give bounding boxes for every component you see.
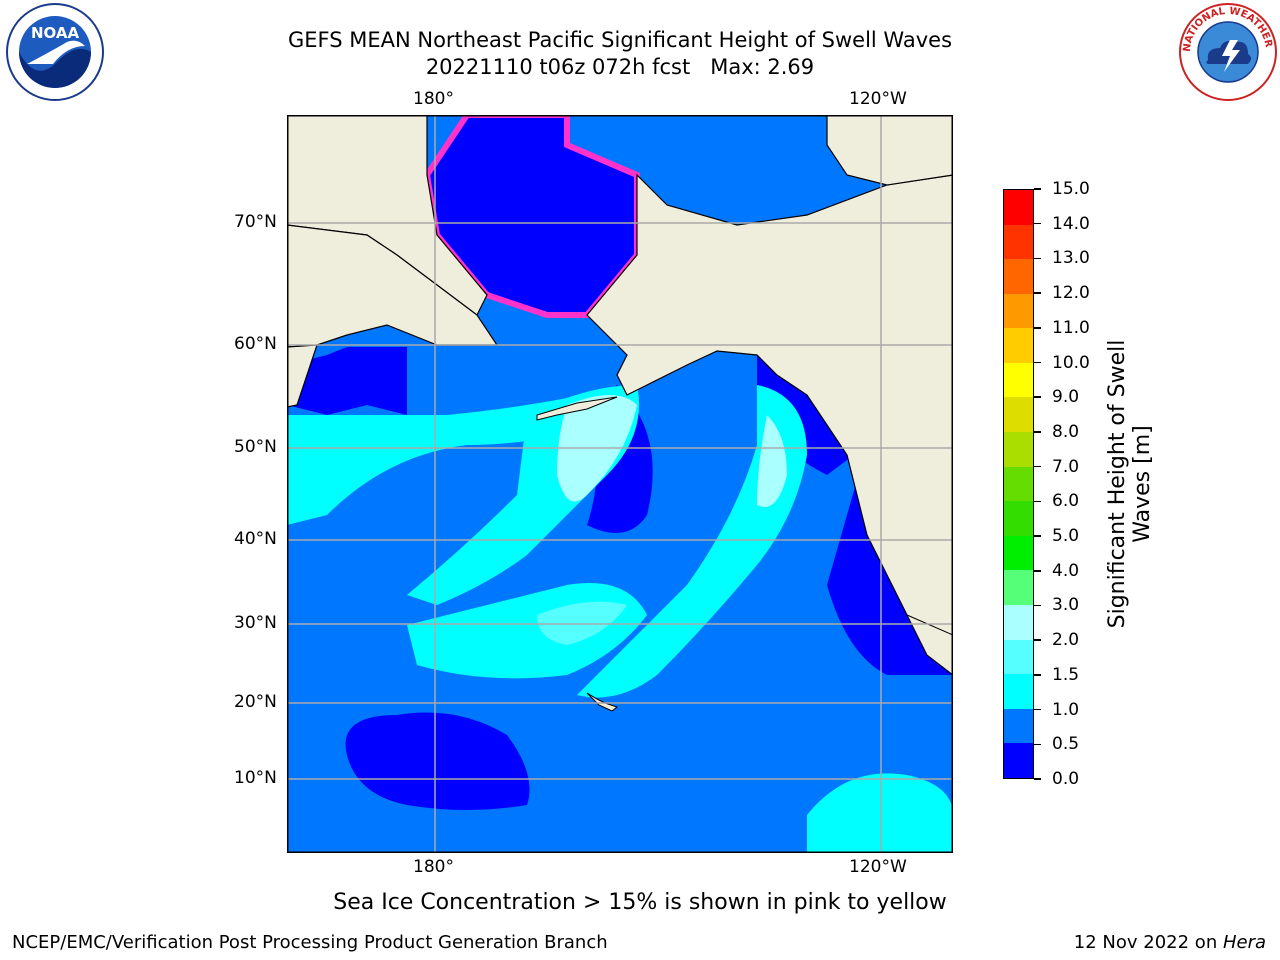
colorbar-tick-label: 12.0: [1052, 283, 1090, 304]
lat-label-20n: 20°N: [234, 692, 277, 712]
colorbar-tick: [1034, 361, 1041, 364]
lat-label-60n: 60°N: [234, 334, 277, 354]
colorbar-cell: [1004, 259, 1033, 294]
colorbar-tick: [1034, 188, 1041, 190]
colorbar-tick: [1034, 674, 1041, 676]
map-title: GEFS MEAN Northeast Pacific Significant …: [287, 28, 953, 52]
colorbar-tick: [1034, 639, 1041, 641]
colorbar-cell: [1004, 362, 1033, 398]
colorbar-tick-label: 9.0: [1052, 387, 1080, 408]
colorbar-tick-label: 0.5: [1052, 734, 1080, 755]
colorbar-cell: [1004, 328, 1033, 363]
colorbar-tick: [1034, 604, 1041, 607]
high-swell-band-east: [577, 385, 807, 698]
land-aleutian-peninsula: [536, 396, 618, 421]
footer-credit: NCEP/EMC/Verification Post Processing Pr…: [12, 932, 608, 953]
footer-date: 12 Nov 2022 on Hera: [1074, 932, 1266, 953]
map-subtitle: 20221110 t06z 072h fcst Max: 2.69: [425, 55, 815, 79]
lat-label-50n: 50°N: [234, 437, 277, 457]
colorbar-tick: [1034, 292, 1041, 294]
colorbar-cell: [1004, 639, 1033, 675]
lon-label-bottom-180: 180°: [413, 857, 454, 877]
footer-date-text: 12 Nov 2022 on: [1073, 932, 1223, 953]
land-alaska-canada: [586, 173, 953, 676]
colorbar-cell: [1004, 570, 1033, 606]
colorbar-tick-label: 1.0: [1052, 699, 1080, 720]
colorbar-tick: [1034, 570, 1041, 572]
colorbar-title: Significant Height of Swell Waves [m]: [1105, 284, 1155, 684]
colorbar-tick-label: 7.0: [1052, 456, 1080, 477]
low-swell-arctic: [427, 115, 637, 315]
colorbar-tick: [1034, 778, 1041, 780]
colorbar-tick-label: 6.0: [1052, 491, 1080, 512]
lon-label-bottom-120w: 120°W: [849, 857, 907, 877]
footer-host: Hera: [1222, 932, 1266, 953]
swell-height-map: [287, 115, 953, 853]
colorbar-cell: [1004, 674, 1033, 709]
colorbar-tick-label: 2.0: [1052, 630, 1080, 651]
colorbar-cell: [1004, 293, 1033, 329]
colorbar-tick-label: 4.0: [1052, 560, 1080, 581]
highest-swell-core-east: [757, 415, 787, 507]
graticule: [287, 115, 953, 853]
land-hawaii: [586, 692, 619, 712]
low-swell-southwest: [345, 712, 530, 810]
colorbar-tick-label: 0.0: [1052, 769, 1080, 789]
land-arctic-islands: [826, 115, 953, 186]
colorbar-tick-label: 8.0: [1052, 421, 1080, 442]
colorbar-title-line1: Significant Height of Swell: [1105, 339, 1130, 629]
colorbar-cell: [1004, 501, 1033, 536]
colorbar-cell: [1004, 605, 1033, 640]
colorbar-tick: [1034, 500, 1041, 503]
colorbar-tick-label: 10.0: [1052, 352, 1090, 373]
colorbar-cell: [1004, 224, 1033, 260]
colorbar-tick: [1034, 535, 1041, 537]
colorbar-tick: [1034, 708, 1041, 711]
lon-label-top-180: 180°: [413, 89, 454, 109]
colorbar-cell: [1004, 466, 1033, 502]
colorbar-tick: [1034, 327, 1041, 329]
high-swell-southeast: [807, 773, 953, 853]
colorbar-tick-label: 15.0: [1052, 179, 1090, 199]
lat-label-70n: 70°N: [234, 212, 277, 232]
colorbar-cell: [1004, 397, 1033, 433]
colorbar-tick-label: 14.0: [1052, 213, 1090, 234]
nws-logo: NATIONAL WEATHER SERVICE: [1178, 2, 1277, 101]
colorbar-tick-label: 1.5: [1052, 664, 1080, 685]
colorbar: [1003, 189, 1034, 779]
colorbar-tick-label: 11.0: [1052, 317, 1090, 338]
colorbar-tick: [1034, 431, 1041, 433]
colorbar-tick: [1034, 465, 1041, 468]
colorbar-tick: [1034, 257, 1041, 260]
noaa-logo: NOAA: [6, 3, 104, 101]
colorbar-title-line2: Waves [m]: [1130, 425, 1155, 543]
low-swell-northwest: [287, 347, 407, 415]
colorbar-cell: [1004, 708, 1033, 744]
land-baja: [905, 613, 953, 676]
colorbar-tick: [1034, 396, 1041, 398]
lat-label-10n: 10°N: [234, 768, 277, 788]
svg-text:NOAA: NOAA: [31, 24, 80, 42]
colorbar-cell: [1004, 535, 1033, 571]
colorbar-cell: [1004, 189, 1033, 225]
map-border: [287, 115, 953, 853]
colorbar-cell: [1004, 432, 1033, 467]
sea-ice-caption: Sea Ice Concentration > 15% is shown in …: [333, 890, 947, 915]
colorbar-tick: [1034, 222, 1041, 225]
colorbar-cell: [1004, 743, 1033, 778]
lat-label-30n: 30°N: [234, 613, 277, 633]
colorbar-tick: [1034, 743, 1041, 746]
colorbar-tick-label: 13.0: [1052, 248, 1090, 269]
lon-label-top-120w: 120°W: [849, 89, 907, 109]
lat-label-40n: 40°N: [234, 529, 277, 549]
colorbar-tick-label: 3.0: [1052, 595, 1080, 616]
colorbar-tick-label: 5.0: [1052, 526, 1080, 547]
